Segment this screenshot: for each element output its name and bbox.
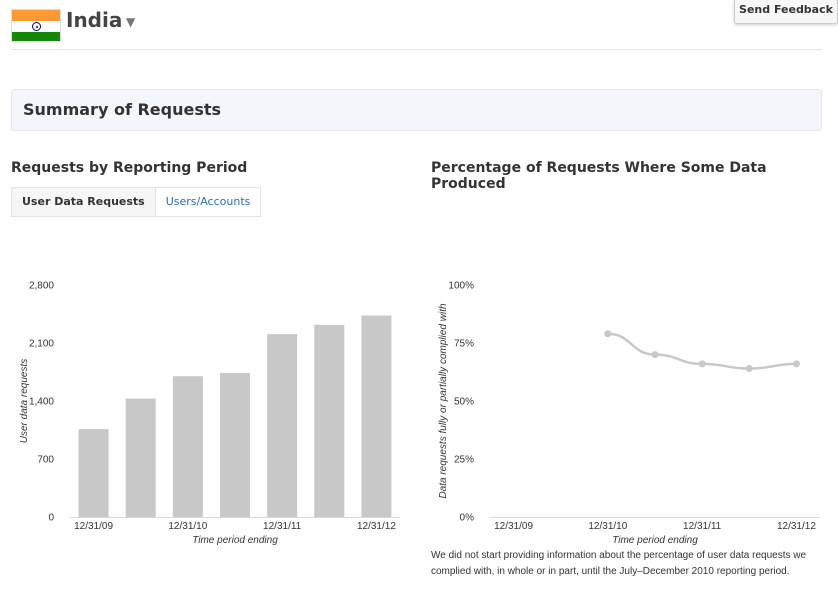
y-tick-label: 2,800 <box>29 281 54 292</box>
y-tick-label: 25% <box>454 455 474 466</box>
data-point <box>698 360 706 368</box>
percentage-section-title: Percentage of Requests Where Some Data P… <box>431 160 767 192</box>
x-tick-label: 12/31/10 <box>168 521 207 532</box>
x-tick-label: 12/31/09 <box>74 521 113 532</box>
flag-white-band <box>12 21 60 32</box>
y-tick-label: 0 <box>48 513 54 524</box>
bar <box>267 334 298 517</box>
header-divider <box>11 49 822 50</box>
data-point <box>792 360 800 368</box>
x-tick-label: 12/31/11 <box>263 521 302 532</box>
send-feedback-button[interactable]: Send Feedback <box>734 0 838 24</box>
data-point <box>745 365 753 373</box>
bar <box>78 429 109 517</box>
x-tick-label: 12/31/12 <box>777 521 816 532</box>
chevron-down-icon[interactable]: ▼ <box>126 15 136 29</box>
requests-section-title: Requests by Reporting Period <box>11 160 248 176</box>
tab-users-accounts[interactable]: Users/Accounts <box>165 195 251 208</box>
india-flag-icon <box>11 9 61 42</box>
bar <box>125 398 156 517</box>
x-tick-label: 12/31/10 <box>588 521 627 532</box>
x-axis-title: Time period ending <box>192 535 278 546</box>
flag-saffron-band <box>12 10 60 21</box>
x-tick-label: 12/31/09 <box>494 521 533 532</box>
y-axis-title: Data requests fully or partially complie… <box>438 303 449 499</box>
x-axis-title: Time period ending <box>612 535 698 546</box>
summary-banner: Summary of Requests <box>11 89 822 131</box>
flag-green-band <box>12 32 60 41</box>
y-tick-label: 75% <box>454 339 474 350</box>
bar <box>361 315 392 517</box>
compliance-footnote: We did not start providing information a… <box>431 550 807 577</box>
bar <box>172 376 203 517</box>
y-tick-label: 1,400 <box>29 397 54 408</box>
y-tick-label: 50% <box>454 397 474 408</box>
y-tick-label: 700 <box>37 455 54 466</box>
country-selector[interactable]: India <box>66 8 123 32</box>
y-tick-label: 2,100 <box>29 339 54 350</box>
x-tick-label: 12/31/11 <box>683 521 722 532</box>
y-axis-title: User data requests <box>19 359 30 444</box>
y-tick-label: 100% <box>448 281 474 292</box>
tab-user-data-requests[interactable]: User Data Requests <box>12 188 156 216</box>
data-point <box>651 351 659 359</box>
y-tick-label: 0% <box>460 513 475 524</box>
chart-tabs: User Data Requests Users/Accounts <box>11 187 262 217</box>
data-point <box>604 330 612 338</box>
x-tick-label: 12/31/12 <box>357 521 396 532</box>
flag-chakra <box>32 22 41 31</box>
bar <box>314 324 345 517</box>
summary-title: Summary of Requests <box>23 100 222 119</box>
bar <box>220 372 250 517</box>
